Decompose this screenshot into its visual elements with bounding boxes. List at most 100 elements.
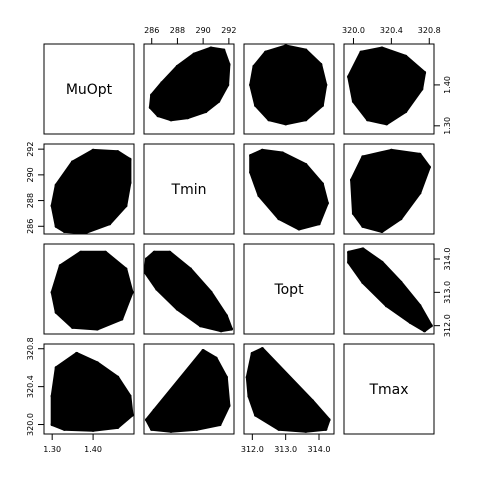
scatter-point (54, 183, 58, 187)
scatter-point (226, 83, 230, 87)
scatter-point (130, 290, 134, 294)
point-cloud-tmax-vs-tmin (145, 349, 231, 433)
panel-frame-r2-c3 (343, 243, 435, 335)
point-cloud-tmax-vs-muopt (50, 352, 134, 432)
scatter-point (195, 427, 199, 431)
scatter-point (380, 83, 384, 87)
panel-frame-r3-c1 (143, 343, 235, 435)
x-tick-label-tmin: 292 (221, 26, 236, 35)
diagonal-label-tmin: Tmin (171, 182, 207, 198)
x-tick-label-tmin: 290 (196, 26, 211, 35)
scatter-point (324, 83, 328, 87)
scatter-point (155, 287, 159, 291)
scatter-point (156, 114, 160, 118)
scatter-point (227, 62, 231, 67)
scatter-point (201, 75, 205, 79)
scatter-point (385, 304, 389, 308)
scatter-point (404, 54, 408, 58)
panel-frame-r0-c1 (143, 43, 235, 135)
panel-frame-r2-c2 (243, 243, 335, 335)
scatter-point (83, 231, 87, 235)
scatter-point (347, 260, 351, 264)
point-cloud-tmin-vs-topt (249, 148, 329, 231)
scatter-point (297, 227, 301, 231)
scatter-point (218, 422, 222, 427)
scatter-point (116, 375, 120, 379)
scatter-point (50, 204, 54, 208)
scatter-point (175, 64, 179, 69)
scatter-point (366, 118, 370, 122)
scatter-point (418, 152, 422, 156)
scatter-point (249, 83, 253, 87)
panel-frame-r0-c3 (343, 43, 435, 135)
scatter-point (71, 160, 75, 164)
scatter-point (304, 48, 308, 52)
scatter-point (128, 157, 132, 161)
x-tick-label-muopt: 1.40 (84, 445, 102, 454)
y-tick-label-topt: 313.0 (443, 281, 452, 304)
panel-frame-r0-c0 (43, 43, 135, 135)
x-tick-label-tmin: 286 (144, 26, 159, 35)
scatter-point (284, 83, 288, 87)
scatter-point (170, 389, 174, 393)
scatter-point (380, 229, 384, 233)
scatter-point (347, 250, 351, 254)
scatter-point (260, 148, 264, 152)
panel-frame-r1-c1 (143, 143, 235, 235)
scatter-point (325, 201, 329, 205)
scatter-point (380, 260, 384, 264)
scatter-point (304, 163, 308, 167)
x-tick-label-topt: 313.0 (274, 445, 297, 454)
scatter-point (224, 314, 228, 318)
diagonal-label-topt: Topt (273, 282, 304, 298)
scatter-point (54, 224, 58, 228)
scatter-point (188, 404, 192, 408)
point-cloud-tmin-vs-tmax (350, 148, 431, 233)
scatter-point (128, 181, 132, 185)
scatter-point (284, 44, 288, 48)
panel-frame-r3-c0 (43, 343, 135, 435)
scatter-panel-tmin-vs-muopt (50, 148, 132, 235)
scatter-panel-tmin-vs-topt (249, 148, 329, 231)
scatter-point (91, 188, 95, 192)
scatter-point (219, 329, 223, 333)
scatter-point (214, 356, 218, 360)
scatter-point (310, 399, 314, 403)
scatter-panel-topt-vs-tmax (347, 247, 433, 333)
scatter-point (168, 250, 172, 254)
scatter-point (224, 375, 228, 379)
scatter-point (188, 366, 192, 370)
scatter-point (422, 329, 427, 333)
scatter-point (361, 280, 365, 284)
scatter-point (280, 151, 284, 155)
scatter-point (209, 290, 213, 294)
scatter-point (399, 280, 403, 284)
scatter-point (247, 394, 251, 398)
point-cloud-muopt-vs-tmax (347, 46, 426, 126)
scatter-point (267, 118, 271, 122)
point-cloud-topt-vs-muopt (50, 250, 134, 331)
scatter-point (79, 250, 83, 254)
scatter-point (359, 50, 363, 54)
scatter-point (361, 155, 365, 159)
y-tick-label-tmin: 292 (26, 142, 35, 157)
scatter-point (249, 170, 253, 174)
scatter-point (361, 224, 365, 228)
scatter-point (260, 347, 264, 351)
point-cloud-muopt-vs-topt (249, 44, 328, 126)
scatter-point (280, 394, 284, 398)
scatter-point (385, 186, 389, 190)
scatter-point (422, 71, 427, 75)
scatter-point (350, 178, 354, 182)
y-tick-label-topt: 312.0 (443, 314, 452, 337)
scatter-point (150, 93, 154, 97)
scatter-point (188, 267, 192, 271)
scatter-point (284, 186, 288, 190)
x-tick-label-muopt: 1.30 (43, 445, 61, 454)
scatter-point (217, 99, 221, 103)
scatter-panel-tmax-vs-tmin (145, 349, 231, 433)
scatter-point (209, 46, 213, 50)
scatter-point (116, 425, 120, 429)
scatter-point (62, 229, 67, 233)
